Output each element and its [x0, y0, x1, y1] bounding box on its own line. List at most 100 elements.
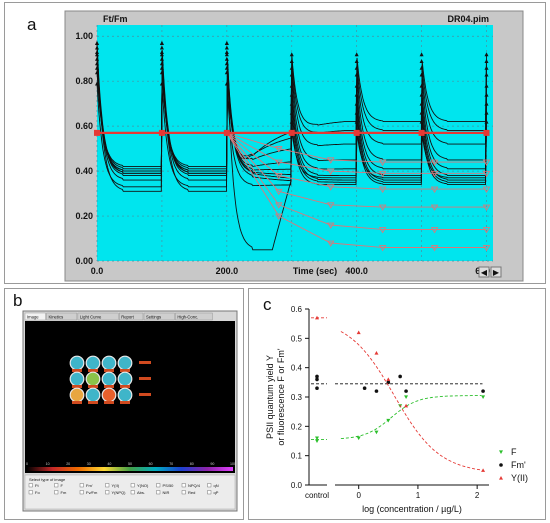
data-point — [315, 439, 319, 443]
trace-peak-marker — [419, 119, 424, 124]
image-type-checkbox — [130, 483, 135, 488]
yield-marker — [482, 159, 491, 166]
y-tick-label: 1.00 — [75, 31, 93, 41]
y-tick-label: 0.2 — [291, 422, 303, 431]
x-tick-label: 400.0 — [345, 266, 368, 276]
yield-trace — [226, 132, 487, 163]
yield-marker — [274, 213, 283, 220]
yield-marker — [274, 188, 283, 196]
yield-marker — [326, 202, 335, 209]
y-tick-label: 0.5 — [291, 334, 303, 343]
scale-tick-label: 0 — [26, 462, 28, 466]
yield-marker — [430, 186, 439, 193]
sample-well — [85, 387, 101, 403]
trace-peak-marker — [354, 52, 359, 57]
legend-label: Y(II) — [511, 473, 528, 483]
image-type-label: Fv/Fm — [86, 490, 98, 495]
well-value-label — [88, 369, 98, 372]
yield-marker — [482, 204, 491, 211]
sample-well — [85, 355, 101, 371]
image-type-checkbox — [181, 483, 186, 488]
trace-peak-marker — [419, 110, 424, 115]
well-value-label — [104, 401, 114, 404]
tab-label: High-Conc. — [177, 315, 198, 320]
x-axis-title: log (concentration / µg/L) — [362, 504, 462, 514]
sample-well — [69, 371, 85, 387]
well-value-label — [88, 401, 98, 404]
x-tick-label: 0 — [356, 491, 361, 500]
image-type-label: Fm' — [86, 483, 93, 488]
well-value-label — [88, 385, 98, 388]
scale-tick-label: 20 — [66, 462, 70, 466]
image-type-checkbox — [28, 490, 33, 495]
image-type-label: Ft — [35, 483, 39, 488]
sample-well — [69, 355, 85, 371]
trace-peak-marker — [289, 52, 294, 57]
sample-well — [117, 355, 133, 371]
y-tick-label: 0.00 — [75, 256, 93, 266]
x-tick-label: 1 — [416, 491, 421, 500]
data-point — [499, 476, 503, 480]
image-type-checkbox — [207, 483, 212, 488]
trace-peak-marker — [224, 61, 229, 66]
data-point — [374, 351, 379, 355]
image-type-checkbox — [28, 483, 33, 488]
trace-peak-marker — [484, 58, 489, 63]
data-point — [315, 377, 319, 382]
yield-marker — [378, 186, 387, 193]
trace-peak-marker — [419, 58, 424, 63]
image-type-label: NPQ/4 — [188, 483, 201, 488]
yield-point — [94, 129, 100, 136]
image-type-label: Fm — [61, 490, 67, 495]
trace-peak-marker — [419, 52, 424, 57]
yield-marker — [482, 170, 491, 178]
image-type-checkbox — [207, 490, 212, 495]
trace-peak-marker — [224, 40, 229, 45]
imaging-pam-window: Image Kinetics Light Curve Report Settings Hi… — [22, 310, 238, 512]
yield-marker — [378, 170, 387, 178]
panel-a-chart: 0.000.200.400.600.801.000.0200.0400.0600… — [64, 10, 524, 282]
row-value-label — [139, 393, 151, 396]
image-type-checkbox — [156, 490, 161, 495]
image-type-checkbox — [79, 483, 84, 488]
tab — [24, 312, 46, 321]
trace-peak-marker — [159, 40, 164, 45]
data-point — [374, 430, 379, 435]
well-value-label — [104, 369, 114, 372]
trace-peak-marker — [289, 119, 294, 124]
sample-well — [101, 355, 117, 371]
panel-b-label: b — [13, 291, 23, 310]
trace-peak-marker — [484, 52, 489, 57]
data-point — [386, 418, 391, 423]
panel-a: a 0.000.200.400.600.801.000.0200.0400.06… — [4, 2, 546, 284]
data-point — [499, 450, 503, 454]
data-point — [404, 395, 409, 399]
yield-marker — [430, 159, 439, 166]
well-value-label — [72, 385, 82, 388]
trace-peak-marker — [419, 72, 424, 77]
data-point — [404, 403, 409, 408]
data-point — [386, 377, 391, 381]
trace-peak-marker — [224, 49, 229, 54]
image-type-label: Fo — [35, 490, 40, 495]
data-point — [374, 389, 379, 393]
yield-marker — [274, 202, 283, 209]
data-point — [315, 436, 319, 441]
scale-tick-label: 50 — [128, 462, 132, 466]
legend-label: F — [511, 447, 517, 457]
y-tick-label: 0.40 — [75, 166, 93, 176]
scale-tick-label: 40 — [107, 462, 111, 466]
row-value-label — [139, 361, 151, 364]
yield-point — [288, 129, 295, 136]
sample-well — [117, 371, 133, 387]
row-value-label — [139, 377, 151, 380]
yield-marker — [482, 227, 491, 234]
yield-trace — [226, 132, 487, 208]
data-point — [362, 386, 367, 390]
yield-point — [483, 129, 490, 136]
data-point — [315, 386, 319, 390]
file-name-label: DR04.pim — [447, 14, 489, 24]
tab-label: Kinetics — [49, 315, 64, 320]
tab-label: Settings — [146, 315, 161, 320]
y-tick-label: 0.4 — [291, 364, 303, 373]
